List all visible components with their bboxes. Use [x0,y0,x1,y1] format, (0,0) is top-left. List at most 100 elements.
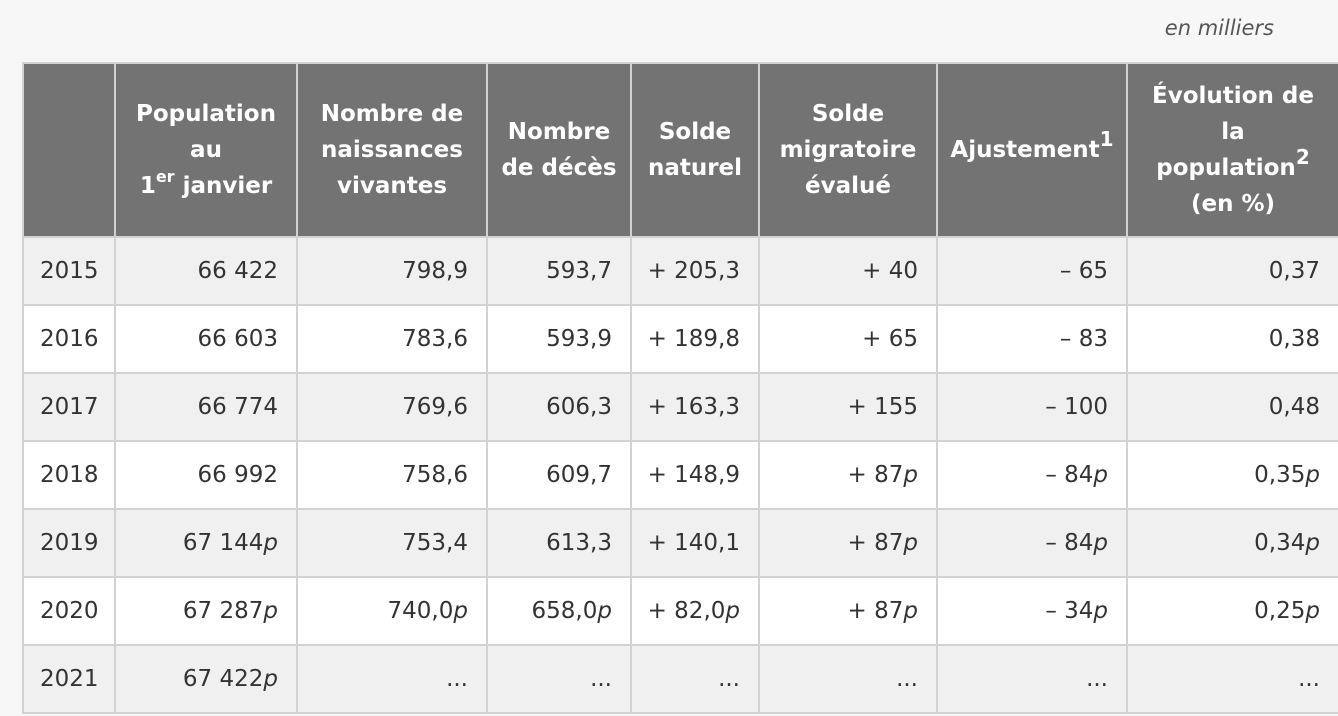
provisional-flag: p [453,598,468,624]
cell-deces: 658,0p [486,576,632,646]
cell-value: 593,9 [546,326,612,352]
cell-value: ... [896,666,918,692]
cell-value: 66 422 [197,258,278,284]
cell-value: – 84 [1045,462,1094,488]
provisional-flag: p [597,598,612,624]
cell-solde-migratoire: + 155 [758,372,938,442]
cell-population: 66 422 [114,236,298,306]
header-naissances-line1: Nombre de [320,101,464,127]
cell-value: + 148,9 [647,462,740,488]
cell-value: 753,4 [402,530,468,556]
cell-population: 67 422p [114,644,298,714]
cell-value: ... [1086,666,1108,692]
cell-evolution: 0,25p [1126,576,1338,646]
cell-value: 769,6 [402,394,468,420]
cell-year: 2018 [22,440,116,510]
cell-value: 613,3 [546,530,612,556]
header-population-sup: er [155,167,175,187]
header-ajustement: Ajustement1 [936,62,1128,238]
cell-evolution: 0,48 [1126,372,1338,442]
cell-value: + 140,1 [647,530,740,556]
cell-value: + 87 [847,462,904,488]
header-evolution-line1: Évolution de [1152,83,1314,109]
cell-value: 609,7 [546,462,612,488]
cell-solde-naturel: + 205,3 [630,236,760,306]
cell-value: + 87 [847,530,904,556]
header-deces-line2: de décès [501,155,617,181]
cell-value: ... [718,666,740,692]
cell-value: + 189,8 [647,326,740,352]
provisional-flag: p [903,530,918,556]
provisional-flag: p [1305,530,1320,556]
cell-value: 658,0 [531,598,598,624]
provisional-flag: p [263,666,278,692]
header-solde-migratoire-line3: évalué [805,173,891,199]
cell-deces: 593,7 [486,236,632,306]
table-row: 2020 67 287p 740,0p 658,0p + 82,0p + 87p – 34p… [22,576,1338,646]
table-row: 2021 67 422p.................. [22,644,1338,714]
cell-value: 740,0 [387,598,454,624]
header-evolution-line2: la [1221,119,1245,145]
provisional-flag: p [1305,462,1320,488]
cell-naissances: 740,0p [296,576,488,646]
header-ajustement-label: Ajustement [950,137,1100,163]
cell-solde-migratoire: + 87p [758,576,938,646]
cell-year: 2020 [22,576,116,646]
header-population: Population au 1er janvier [114,62,298,238]
cell-value: – 34 [1045,598,1094,624]
cell-naissances: 753,4 [296,508,488,578]
cell-value: 0,34 [1254,530,1306,556]
cell-deces: 593,9 [486,304,632,374]
cell-population: 67 287p [114,576,298,646]
cell-value: 0,38 [1268,326,1320,352]
footnote-1-marker: 1 [1099,127,1114,152]
cell-population: 66 992 [114,440,298,510]
cell-solde-naturel: + 148,9 [630,440,760,510]
cell-deces: 609,7 [486,440,632,510]
cell-naissances: 769,6 [296,372,488,442]
cell-value: + 205,3 [647,258,740,284]
cell-solde-naturel: ... [630,644,760,714]
cell-value: 783,6 [402,326,468,352]
provisional-flag: p [1093,462,1108,488]
provisional-flag: p [903,598,918,624]
cell-ajustement: – 34p [936,576,1128,646]
header-year [22,62,116,238]
cell-value: 0,37 [1268,258,1320,284]
cell-population: 66 603 [114,304,298,374]
header-evolution-line4: (en %) [1190,191,1276,217]
table-row: 2018 66 992 758,6 609,7 + 148,9 + 87p – 84p 0,3… [22,440,1338,510]
cell-ajustement: – 83 [936,304,1128,374]
table-row: 2019 67 144p 753,4 613,3 + 140,1 + 87p – 84p 0,… [22,508,1338,578]
cell-deces: 613,3 [486,508,632,578]
cell-evolution: ... [1126,644,1338,714]
cell-solde-migratoire: + 40 [758,236,938,306]
cell-ajustement: – 100 [936,372,1128,442]
cell-value: 758,6 [402,462,468,488]
cell-value: 798,9 [402,258,468,284]
cell-value: 0,25 [1254,598,1306,624]
cell-naissances: 798,9 [296,236,488,306]
cell-value: – 100 [1045,394,1108,420]
cell-value: + 40 [862,258,918,284]
cell-naissances: ... [296,644,488,714]
cell-evolution: 0,37 [1126,236,1338,306]
header-evolution-line3: population [1156,155,1296,181]
provisional-flag: p [725,598,740,624]
cell-evolution: 0,38 [1126,304,1338,374]
header-population-line3: janvier [174,173,273,199]
header-solde-naturel-line1: Solde [658,119,732,145]
cell-deces: ... [486,644,632,714]
header-deces: Nombre de décès [486,62,632,238]
cell-value: + 155 [847,394,918,420]
cell-value: – 65 [1059,258,1108,284]
header-evolution: Évolution de la population2 (en %) [1126,62,1338,238]
provisional-flag: p [263,598,278,624]
header-solde-migratoire-line2: migratoire [779,137,917,163]
unit-note: en milliers [1164,16,1274,40]
cell-solde-naturel: + 82,0p [630,576,760,646]
cell-evolution: 0,34p [1126,508,1338,578]
header-solde-naturel: Solde naturel [630,62,760,238]
cell-solde-naturel: + 163,3 [630,372,760,442]
cell-year: 2017 [22,372,116,442]
